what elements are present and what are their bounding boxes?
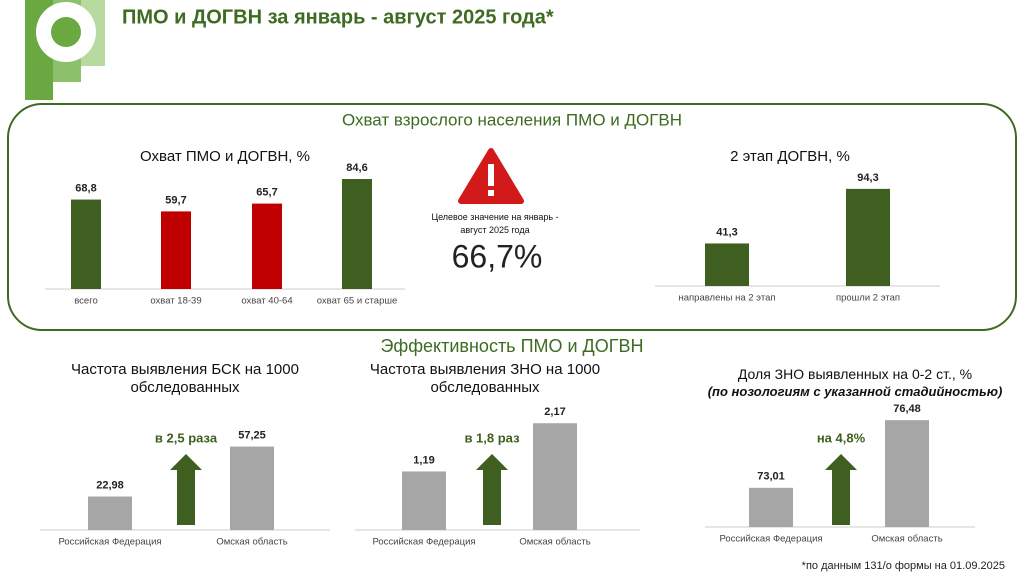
bar [88, 496, 132, 530]
x-tick-label: Омская область [216, 537, 287, 548]
bar [846, 188, 890, 286]
value-label: 1,19 [413, 454, 434, 466]
bar [71, 199, 101, 289]
x-tick-label: всего [74, 296, 98, 307]
target-value: 66,7% [452, 238, 543, 274]
x-tick-label: Омская область [871, 534, 942, 545]
bar [230, 446, 274, 530]
bar [885, 420, 929, 527]
annotation: в 1,8 раз [464, 430, 520, 445]
x-tick-label: охват 18-39 [150, 296, 201, 307]
value-label: 73,01 [757, 471, 785, 483]
chart-title: Частота выявления ЗНО на 1000 обследован… [369, 361, 601, 396]
value-label: 57,25 [238, 429, 266, 441]
bar [342, 179, 372, 289]
annotation: на 4,8% [817, 430, 866, 445]
section-title: Эффективность ПМО и ДОГВН [380, 336, 643, 356]
section-box [7, 103, 1017, 331]
x-tick-label: Российская Федерация [58, 537, 161, 548]
target-label: Целевое значение на январь - август 2025… [431, 212, 559, 235]
x-tick-label: Российская Федерация [372, 537, 475, 548]
x-tick-label: Омская область [519, 537, 590, 548]
value-label: 2,17 [544, 406, 565, 418]
page-title: ПМО и ДОГВН за январь - август 2025 года… [122, 6, 554, 28]
warning-icon [488, 190, 494, 196]
value-label: 59,7 [165, 194, 186, 206]
arrow [170, 454, 202, 525]
chart-title: Доля ЗНО выявленных на 0-2 ст., % [737, 366, 973, 382]
annotation: в 2,5 раза [155, 430, 218, 445]
chart-subtitle: (по нозологиям с указанной стадийностью) [707, 384, 1003, 399]
arrow [825, 454, 857, 525]
section-title: Охват взрослого населения ПМО и ДОГВН [342, 110, 682, 129]
bar [402, 471, 446, 530]
chart-title: 2 этап ДОГВН, % [730, 148, 850, 165]
footnote: *по данным 131/о формы на 01.09.2025 [802, 560, 1005, 572]
value-label: 65,7 [256, 186, 277, 198]
value-label: 22,98 [96, 479, 124, 491]
x-tick-label: охват 65 и старше [317, 296, 398, 307]
warning-icon [488, 164, 494, 186]
chart-title: Частота выявления БСК на 1000 обследован… [71, 361, 299, 396]
value-label: 84,6 [346, 162, 367, 174]
value-label: 68,8 [75, 182, 96, 194]
bar [161, 211, 191, 289]
x-tick-label: охват 40-64 [241, 296, 292, 307]
logo-core [51, 17, 81, 47]
bar [252, 203, 282, 289]
x-tick-label: направлены на 2 этап [678, 293, 775, 304]
value-label: 94,3 [857, 172, 878, 184]
chart-title: Охват ПМО и ДОГВН, % [140, 148, 310, 165]
arrow [476, 454, 508, 525]
value-label: 41,3 [716, 226, 737, 238]
bar [749, 487, 793, 527]
x-tick-label: прошли 2 этап [836, 293, 900, 304]
value-label: 76,48 [893, 403, 921, 415]
bar [533, 423, 577, 530]
x-tick-label: Российская Федерация [719, 534, 822, 545]
bar [705, 243, 749, 286]
